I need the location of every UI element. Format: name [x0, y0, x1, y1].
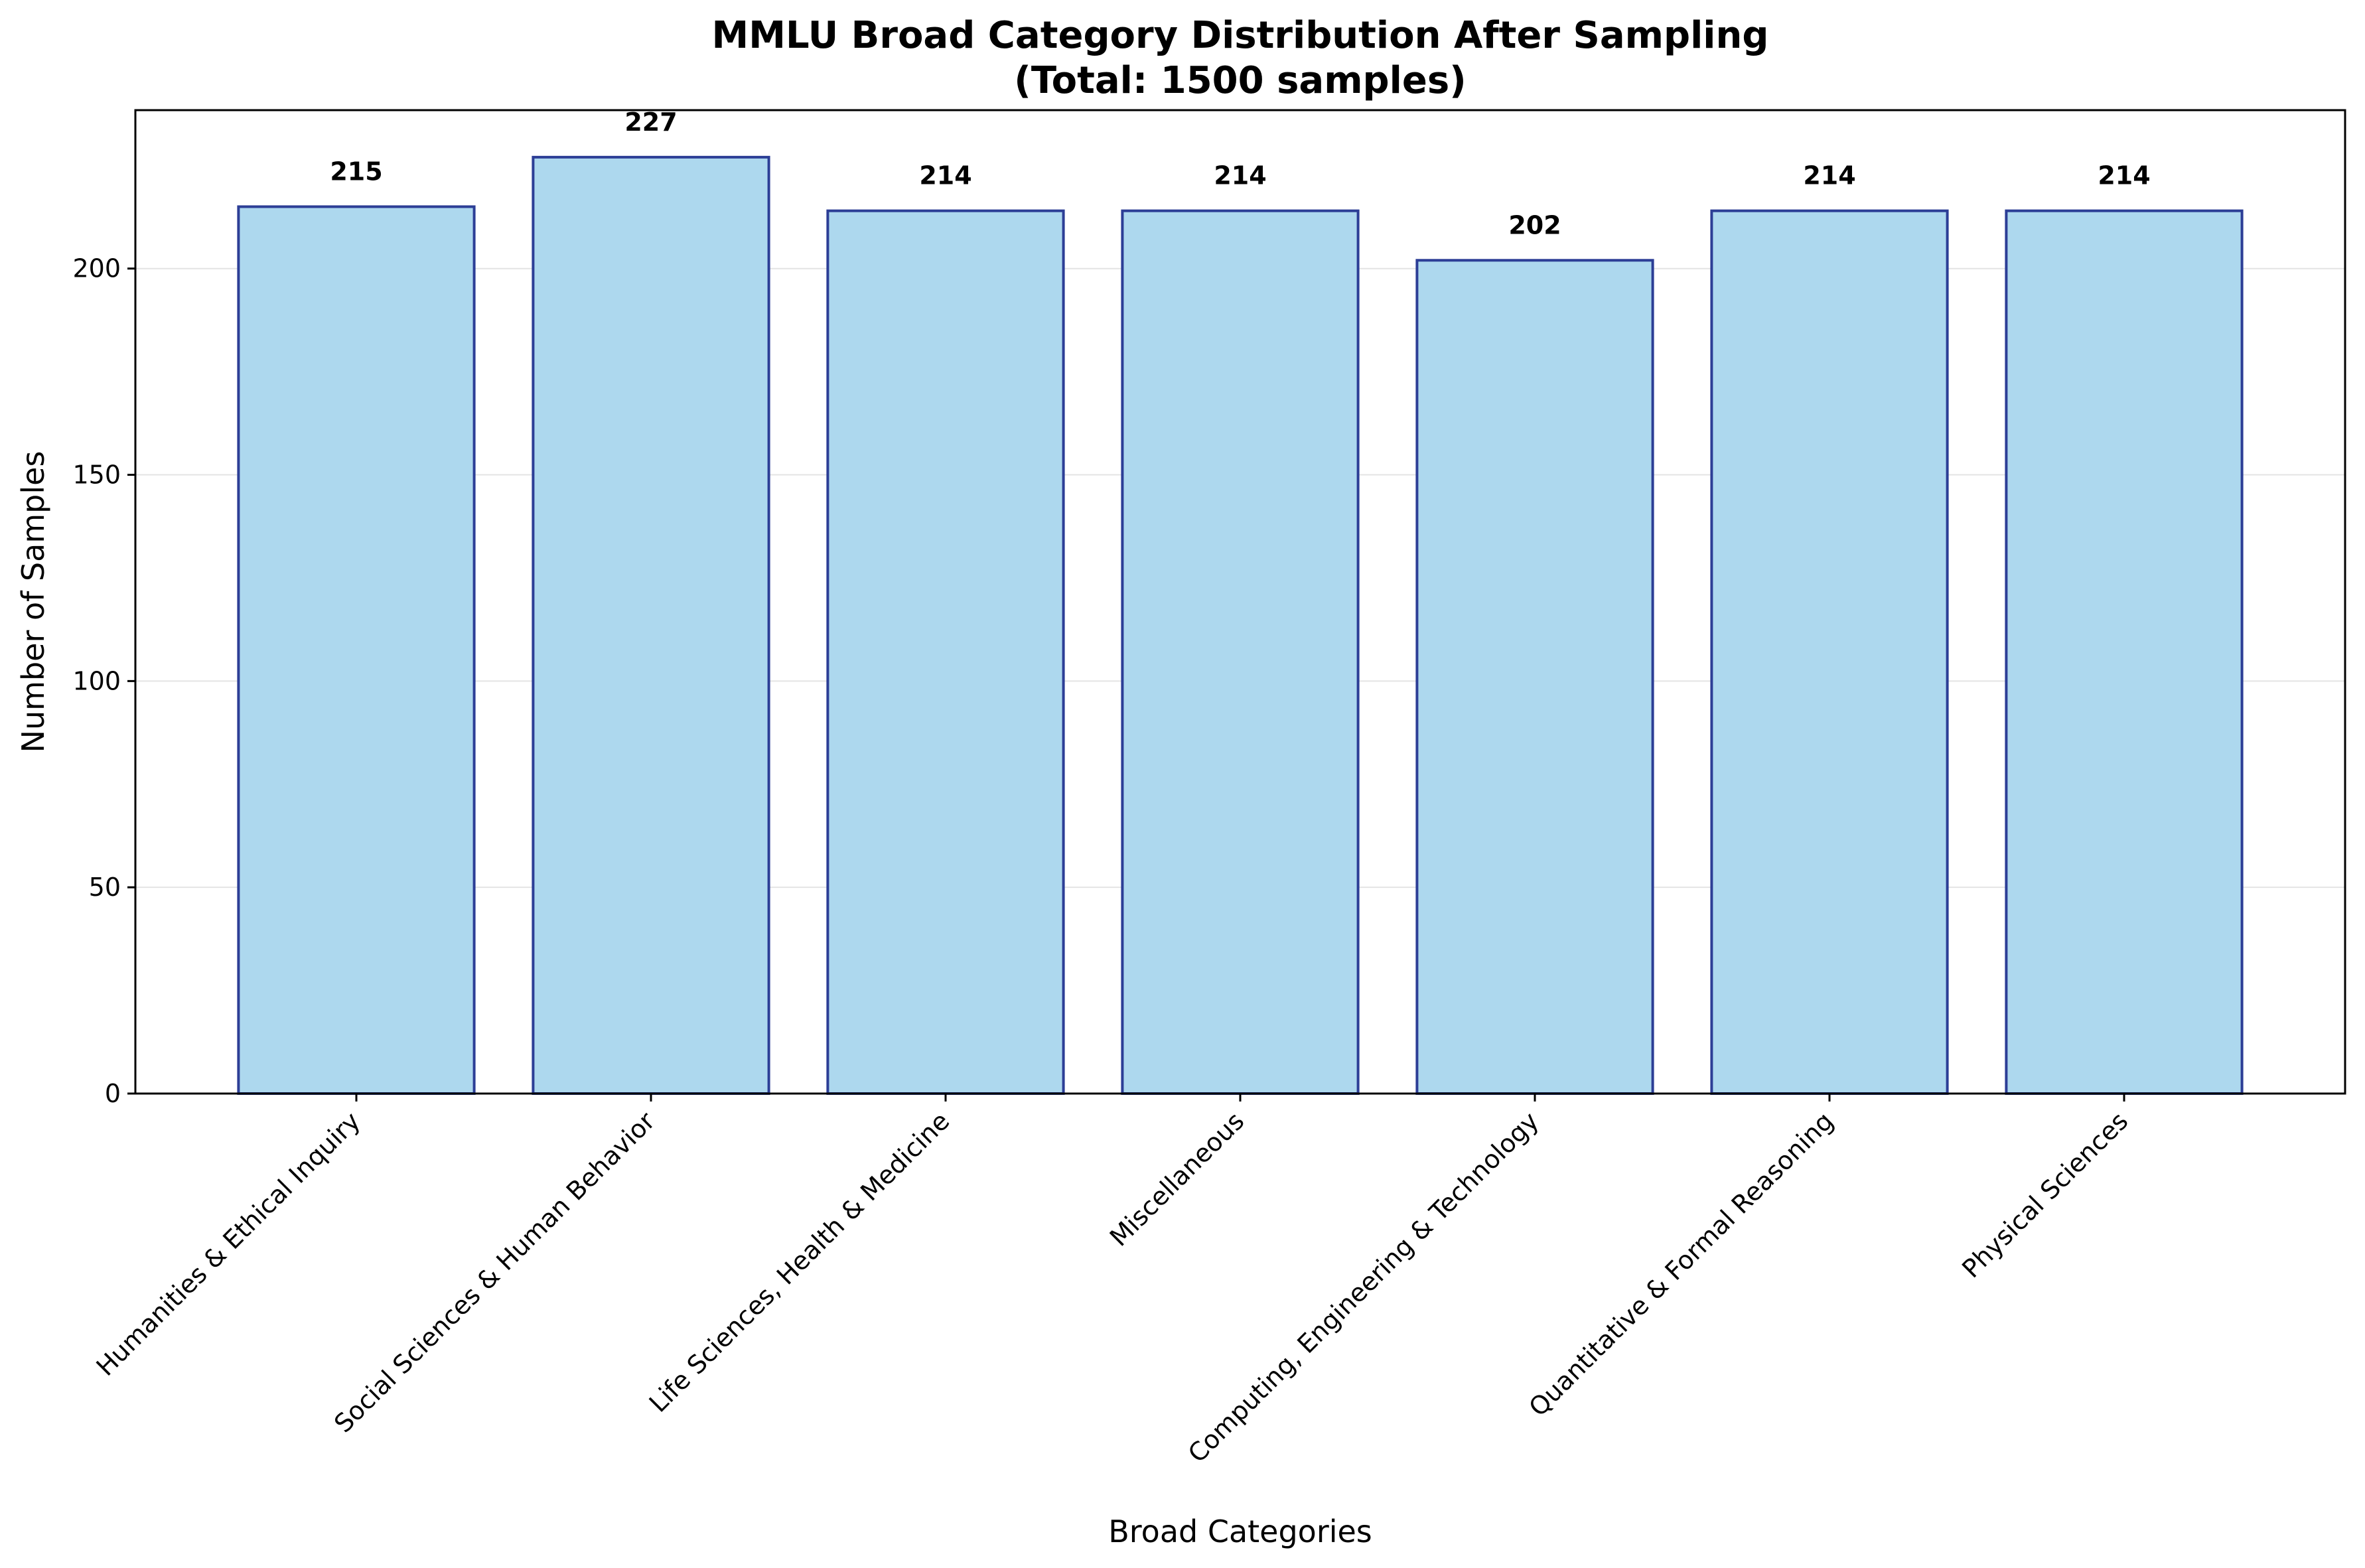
- bar: [826, 209, 1065, 1096]
- y-tick-label: 100: [72, 666, 121, 695]
- chart-title-line-1: MMLU Broad Category Distribution After S…: [712, 14, 1769, 57]
- y-tick-label: 200: [72, 254, 121, 283]
- bar-value-label: 214: [2098, 161, 2150, 190]
- bar-value-label: 215: [330, 157, 382, 186]
- bar-value-label: 202: [1508, 210, 1561, 240]
- y-tick-label: 50: [89, 873, 121, 902]
- bar: [532, 155, 770, 1096]
- bar: [1121, 209, 1360, 1096]
- bar-value-label: 214: [1214, 161, 1266, 190]
- x-tick-label: Life Sciences, Health & Medicine: [644, 1106, 956, 1418]
- data-labels: 215 227 214 214 202 214 214: [330, 107, 2150, 240]
- chart-title-line-2: (Total: 1500 samples): [1014, 59, 1467, 102]
- bar: [2005, 209, 2244, 1096]
- y-tick-label: 150: [72, 461, 121, 490]
- bar-value-label: 227: [624, 107, 677, 137]
- x-tick-label: Computing, Engineering & Technology: [1182, 1106, 1545, 1468]
- x-tick-label: Humanities & Ethical Inquiry: [91, 1106, 366, 1382]
- x-tick-label: Quantitative & Formal Reasoning: [1523, 1106, 1839, 1422]
- x-tick-label: Miscellaneous: [1104, 1106, 1250, 1252]
- bar: [1710, 209, 1949, 1096]
- bar-value-label: 214: [919, 161, 971, 190]
- bars: [237, 155, 2244, 1096]
- x-axis-label: Broad Categories: [1108, 1514, 1372, 1549]
- bar: [1415, 259, 1654, 1095]
- bar: [237, 205, 476, 1096]
- x-tick-label: Physical Sciences: [1956, 1106, 2133, 1283]
- y-axis-ticks: 0 50 100 150 200: [72, 254, 135, 1108]
- y-tick-label: 0: [105, 1079, 121, 1108]
- y-axis-label: Number of Samples: [15, 451, 51, 753]
- bar-value-label: 214: [1803, 161, 1855, 190]
- x-tick-label: Social Sciences & Human Behavior: [328, 1106, 661, 1439]
